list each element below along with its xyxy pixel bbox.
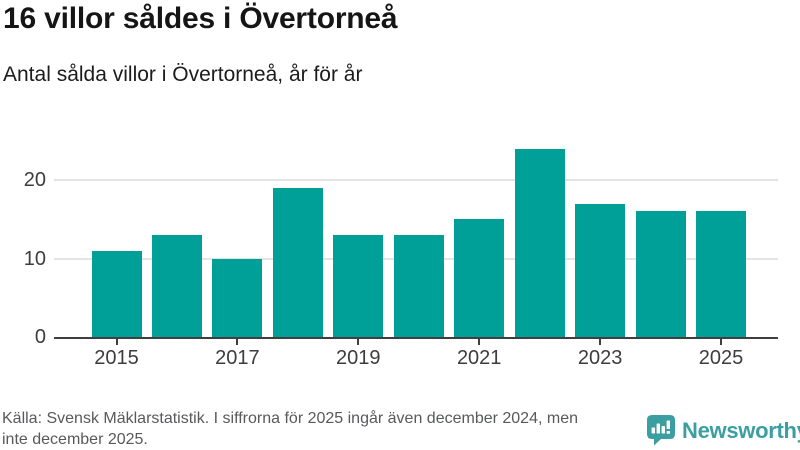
bar-2021 [454, 219, 505, 337]
chart-subtitle: Antal sålda villor i Övertorneå, år för … [3, 63, 363, 86]
x-axis-label-2015: 2015 [94, 347, 139, 369]
x-axis-tick-2017 [236, 339, 239, 345]
bar-2019 [333, 234, 384, 337]
y-axis-label-10: 10 [23, 247, 46, 270]
bar-2024 [635, 211, 686, 337]
y-axis-label-0: 0 [34, 326, 46, 348]
x-axis-label-2019: 2019 [336, 347, 381, 369]
x-axis-tick-2019 [357, 339, 360, 345]
y-axis-label-20: 20 [23, 169, 46, 191]
bar-2016 [151, 234, 202, 337]
x-axis-tick-2015 [115, 339, 118, 345]
bar-2022 [514, 148, 565, 337]
x-axis-label-2021: 2021 [456, 347, 502, 369]
chart-title: 16 villor såldes i Övertorneå [3, 2, 398, 35]
newsworthy-speech-bubble-bar-chart-icon [647, 415, 675, 446]
source-attribution: Källa: Svensk Mäklarstatistik. I siffror… [2, 408, 652, 450]
gridline-y-20 [54, 179, 778, 181]
x-axis-label-2023: 2023 [577, 347, 623, 369]
bar-2023 [575, 203, 626, 337]
plot-area [54, 140, 778, 339]
newsworthy-logo: Newsworthy [647, 415, 800, 446]
x-axis-label-2025: 2025 [698, 347, 744, 369]
bar-2018 [272, 187, 323, 337]
source-line-2: inte december 2025. [2, 431, 148, 448]
newsworthy-logo-text: Newsworthy [682, 417, 800, 443]
x-axis-label-2017: 2017 [215, 347, 260, 369]
x-axis-tick-2021 [478, 339, 481, 345]
bar-2015 [91, 250, 142, 337]
source-line-1: Källa: Svensk Mäklarstatistik. I siffror… [2, 410, 578, 427]
bar-2025 [696, 211, 746, 337]
x-axis-tick-2025 [720, 339, 722, 345]
bar-2017 [212, 258, 263, 337]
bar-2020 [393, 234, 444, 337]
x-axis-tick-2023 [599, 339, 602, 345]
